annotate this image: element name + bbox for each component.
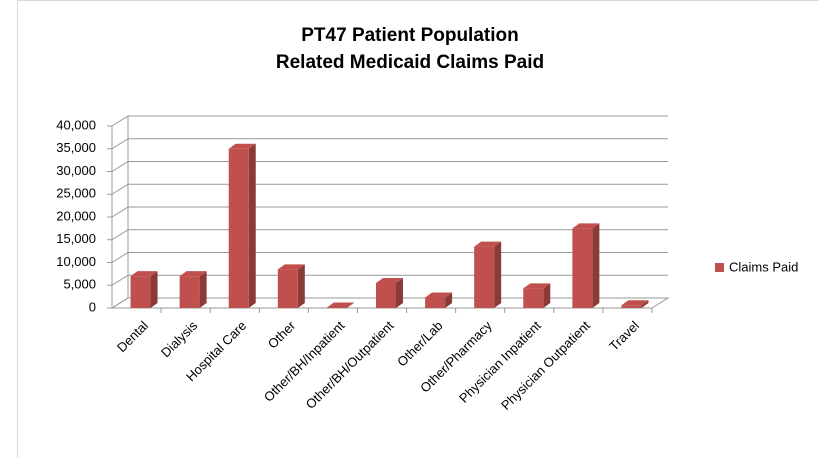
x-tick-label: Travel <box>606 318 642 354</box>
bar-top <box>425 292 453 298</box>
bar-top <box>326 302 354 308</box>
bar-side <box>199 271 207 308</box>
grid-line <box>111 138 668 150</box>
grid-line <box>111 183 668 195</box>
bar-front <box>621 305 642 308</box>
x-tick-label: Physician Outpatient <box>498 318 593 413</box>
bar-side <box>641 300 649 308</box>
bar-front <box>376 282 396 308</box>
bar <box>179 271 207 308</box>
bar-top <box>228 143 256 149</box>
x-tick-label: Dialysis <box>158 318 201 361</box>
bar <box>621 300 649 308</box>
bar <box>277 264 305 308</box>
legend-label: Claims Paid <box>729 259 798 274</box>
chart-subtitle: Related Medicaid Claims Paid <box>276 52 544 73</box>
y-tick-label: 10,000 <box>56 254 96 269</box>
x-tick-label: Physician Inpatient <box>456 318 544 406</box>
y-tick-label: 25,000 <box>56 186 96 201</box>
bar-top <box>474 241 502 247</box>
bar <box>425 292 453 308</box>
bar-side <box>445 292 453 308</box>
bar-front <box>130 276 151 308</box>
bar-front <box>179 276 200 308</box>
bar-side <box>346 302 354 308</box>
bar-top <box>523 283 551 289</box>
y-tick-label: 15,000 <box>56 231 96 246</box>
bar-top <box>179 271 207 277</box>
x-tick-label: Other <box>265 317 299 351</box>
x-tick-label: Other/Lab <box>394 318 445 369</box>
bar-side <box>248 143 256 308</box>
y-tick-label: 0 <box>89 299 96 314</box>
bar-front <box>277 269 298 308</box>
bar-top <box>572 223 600 229</box>
grid-line <box>111 161 668 172</box>
y-tick-label: 30,000 <box>56 163 96 178</box>
bar-front <box>572 228 593 308</box>
bar <box>228 143 256 308</box>
grid-line <box>111 115 668 127</box>
y-tick-label: 40,000 <box>56 117 96 132</box>
bar-side <box>297 264 305 308</box>
y-tick-label: 5,000 <box>63 277 96 292</box>
bar <box>130 271 158 308</box>
bar-front <box>228 148 249 308</box>
y-tick-label: 35,000 <box>56 140 96 155</box>
bar-side <box>396 277 403 308</box>
chart-title: PT47 Patient Population <box>301 25 518 46</box>
bar <box>376 277 403 308</box>
x-tick-label: Other/BH/Outpatient <box>303 318 397 412</box>
bar-side <box>494 241 502 308</box>
bar-top <box>130 271 158 277</box>
bar-side <box>592 223 600 308</box>
bar <box>523 283 551 308</box>
bar-front <box>474 246 495 308</box>
legend-swatch <box>715 263 724 272</box>
chart-border <box>17 0 819 458</box>
bar <box>326 302 354 308</box>
bar-front <box>425 297 446 308</box>
bar <box>572 223 600 308</box>
grid-line <box>111 206 668 218</box>
bar-top <box>277 264 305 270</box>
grid-line <box>111 229 668 241</box>
x-tick-label: Dental <box>114 318 151 355</box>
y-tick-label: 20,000 <box>56 208 96 223</box>
bar-top <box>376 277 403 283</box>
bar-side <box>543 283 551 308</box>
bar-top <box>621 300 649 306</box>
bar-side <box>150 271 158 308</box>
bar-front <box>523 288 544 308</box>
bar <box>474 241 502 308</box>
